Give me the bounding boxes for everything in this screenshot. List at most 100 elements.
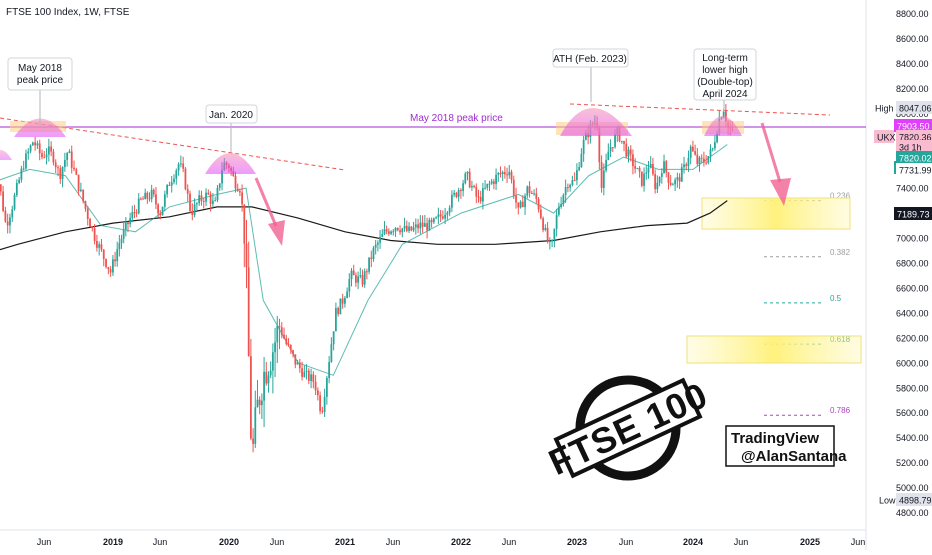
candle-body	[408, 226, 410, 232]
top-dome-2023	[560, 108, 632, 136]
candle-body	[437, 214, 440, 218]
y-tick-label: 8800.00	[896, 9, 929, 19]
candle-body	[629, 149, 632, 155]
candle-body	[89, 219, 91, 228]
y-tick-label: 5400.00	[896, 433, 929, 443]
candle-body	[555, 214, 558, 229]
candle-body	[421, 222, 424, 227]
candle-body	[120, 238, 123, 244]
candle-body	[245, 243, 248, 268]
level-d-value-bg	[894, 207, 932, 220]
y-tick-label: 6000.00	[896, 358, 929, 368]
x-tick-label: 2019	[103, 537, 123, 547]
candle-body	[20, 168, 23, 180]
annotation-may-2018[interactable]: May 2018 peak price	[7, 57, 73, 127]
candle-body	[632, 154, 634, 167]
candle-body	[426, 223, 428, 231]
peak-line-label: May 2018 peak price	[410, 113, 503, 124]
candle-body	[696, 154, 699, 165]
candle-body	[542, 218, 544, 230]
y-tick-label: 6200.00	[896, 333, 929, 343]
candle-body	[376, 242, 379, 245]
candle-body	[254, 407, 257, 444]
candle-body	[260, 400, 263, 406]
candle-body	[319, 395, 322, 412]
candle-body	[31, 142, 34, 146]
candle-body	[267, 375, 270, 384]
candle-body	[473, 186, 475, 188]
candle-body	[680, 167, 683, 182]
candle-body	[627, 149, 630, 157]
candle-body	[546, 227, 549, 242]
level-a-value: 7903.50	[897, 122, 930, 132]
candle-body	[305, 370, 308, 372]
ath-label: ATH (Feb. 2023)	[553, 54, 627, 65]
candle-body	[553, 228, 556, 241]
candle-body	[521, 201, 524, 208]
candle-body	[159, 213, 162, 216]
candle-body	[82, 189, 85, 202]
candle-body	[102, 249, 105, 260]
candle-body	[337, 308, 340, 315]
candle-body	[634, 166, 637, 169]
candle-body	[503, 172, 506, 175]
candle-body	[131, 212, 134, 219]
candle-body	[155, 194, 157, 205]
annotation-lower-high[interactable]: Long-term lower high (Double-top) April 202…	[693, 48, 757, 112]
candle-body	[0, 184, 2, 192]
price-axis[interactable]: 8800.008600.008400.008200.008000.007800.…	[896, 9, 929, 518]
candle-body	[359, 275, 362, 277]
candle-body	[61, 167, 64, 180]
candle-body	[38, 143, 41, 154]
candle-body	[344, 298, 346, 304]
candle-body	[11, 209, 14, 218]
watermark-line-2: @AlanSantana	[741, 448, 847, 465]
candle-body	[643, 173, 645, 186]
candle-body	[348, 279, 351, 292]
candle-body	[301, 368, 303, 377]
candle-body	[6, 221, 9, 226]
candle-body	[573, 180, 576, 182]
annotation-jan-2020[interactable]: Jan. 2020	[205, 104, 258, 152]
current-value-bg	[896, 130, 932, 143]
x-tick-label: Jun	[37, 537, 52, 547]
x-tick-label: Jun	[153, 537, 168, 547]
time-axis[interactable]: Jun 2019 Jun 2020 Jun 2021 Jun 2022 Jun 2023 Jun 20…	[37, 537, 866, 547]
candle-body	[241, 192, 243, 205]
candle-body	[198, 195, 201, 204]
candle-body	[385, 229, 388, 232]
candle-body	[439, 214, 442, 217]
candle-body	[506, 174, 508, 176]
annotation-ath[interactable]: ATH (Feb. 2023)	[552, 48, 629, 102]
candle-body	[667, 172, 670, 183]
candle-body	[625, 143, 628, 157]
candle-body	[477, 196, 480, 198]
candle-body	[91, 227, 94, 229]
candle-body	[2, 191, 4, 211]
candle-body	[468, 171, 471, 188]
candle-body	[77, 174, 80, 192]
candle-body	[490, 181, 493, 184]
candle-body	[674, 179, 677, 185]
candle-body	[166, 184, 169, 195]
candle-body	[41, 153, 43, 158]
candle-body	[401, 228, 404, 233]
x-tick-label: Jun	[386, 537, 401, 547]
x-tick-label: Jun	[734, 537, 749, 547]
candle-body	[611, 147, 614, 149]
candle-body	[381, 234, 384, 237]
candle-body	[519, 201, 522, 208]
candle-body	[432, 218, 435, 223]
candle-body	[4, 210, 7, 222]
candle-body	[435, 217, 438, 219]
candle-body	[307, 370, 310, 381]
candle-body	[484, 187, 486, 189]
candle-body	[142, 198, 144, 200]
fib-label: 0.5	[830, 294, 842, 303]
candle-body	[403, 225, 406, 229]
candle-body	[464, 173, 467, 184]
candle-body	[100, 244, 103, 250]
candle-body	[457, 189, 460, 197]
